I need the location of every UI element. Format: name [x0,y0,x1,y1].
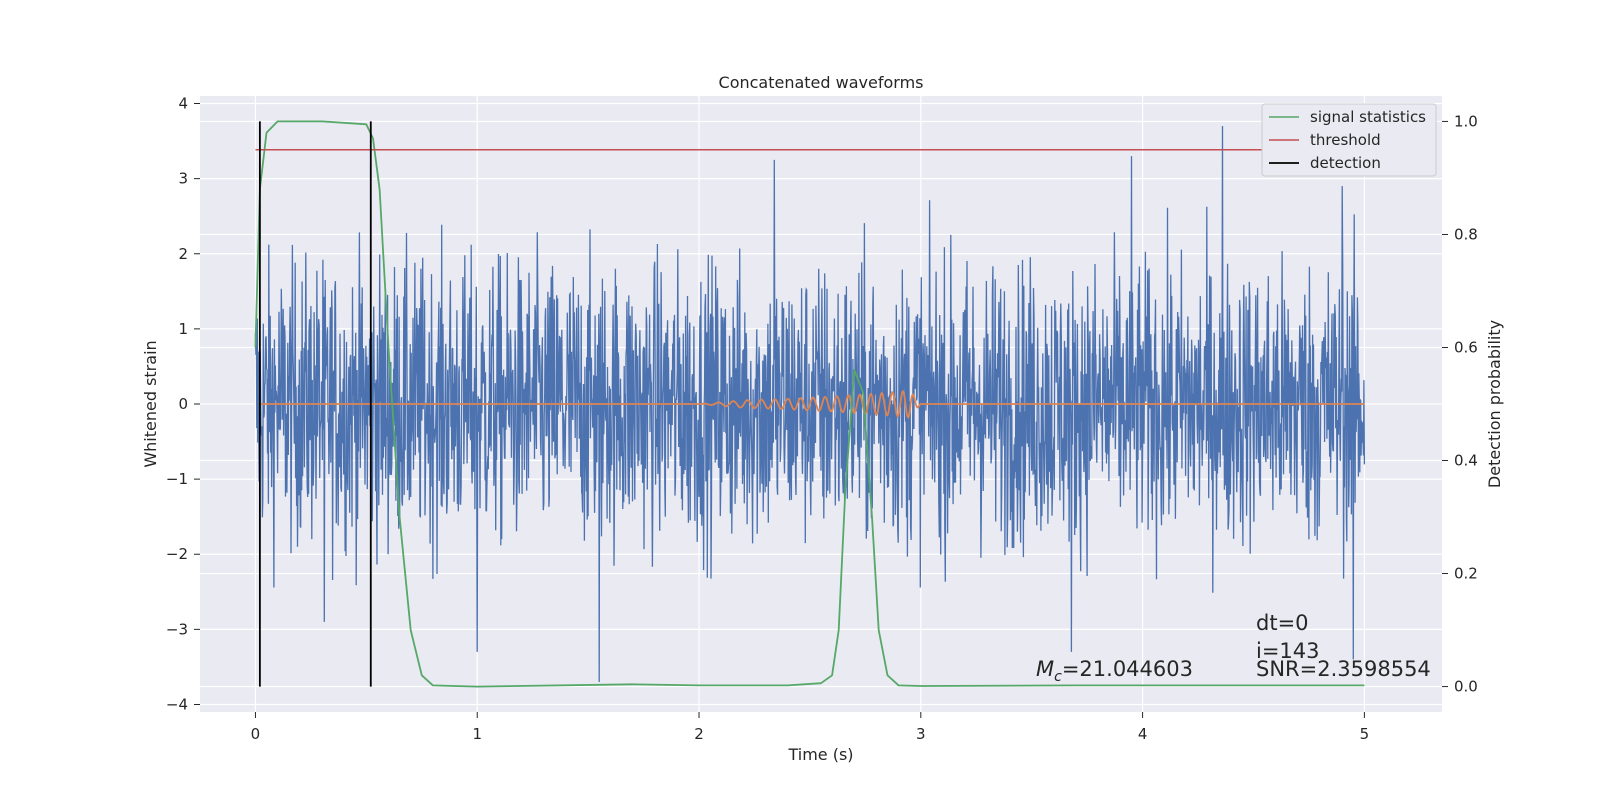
y2-tick-label: 1.0 [1454,112,1478,130]
y-tick-label: −3 [166,620,188,638]
y-tick-label: −4 [166,695,188,713]
annotation-chirp-mass-symbol: M [1036,657,1054,681]
y-tick-label: 2 [178,245,188,263]
annotation-chirp-mass-value: =21.044603 [1062,657,1193,681]
x-tick-label: 2 [694,725,704,743]
legend: signal statistics threshold detection [1261,103,1437,177]
annotation-chirp-mass: Mc=21.044603 [1036,657,1193,685]
x-axis-label: Time (s) [787,745,853,764]
axes-layer: 0 1 2 3 4 5 4 3 2 1 0 −1 −2 −3 −4 1.0 0.8 0.6 0.4 0.2 0.0 [166,95,1478,743]
y-tick-label: −1 [166,470,188,488]
y2-tick-label: 0.6 [1454,338,1478,356]
annotation-chirp-mass-subscript: c [1054,669,1062,685]
y2-tick-label: 0.4 [1454,452,1478,470]
legend-label-threshold: threshold [1310,131,1381,149]
y-tick-label: 0 [178,395,188,413]
y2-tick-label: 0.8 [1454,225,1478,243]
y2-tick-label: 0.2 [1454,565,1478,583]
x-tick-label: 0 [251,725,261,743]
y-axis-label: Whitened strain [141,340,160,467]
y-tick-label: 3 [178,170,188,188]
x-tick-label: 3 [916,725,926,743]
legend-box [1261,103,1437,177]
series-signal-statistics [254,120,1365,688]
x-tick-label: 5 [1360,725,1370,743]
chart-title: Concatenated waveforms [719,73,924,92]
x-tick-label: 1 [472,725,482,743]
series-waveform [259,390,1365,420]
y-tick-label: 4 [178,95,188,113]
y-tick-label: −2 [166,545,188,563]
annotation-snr: SNR=2.3598554 [1256,657,1431,681]
y2-tick-label: 0.0 [1454,678,1478,696]
series-layer [254,120,1387,688]
annotation-index: i=143 [1256,639,1320,663]
y2-axis-label: Detection probability [1485,320,1504,488]
x-tick-label: 4 [1138,725,1148,743]
y-tick-label: 1 [178,320,188,338]
annotation-dt: dt=0 [1256,611,1309,635]
legend-label-detection: detection [1310,154,1381,172]
legend-label-statistics: signal statistics [1310,108,1426,126]
